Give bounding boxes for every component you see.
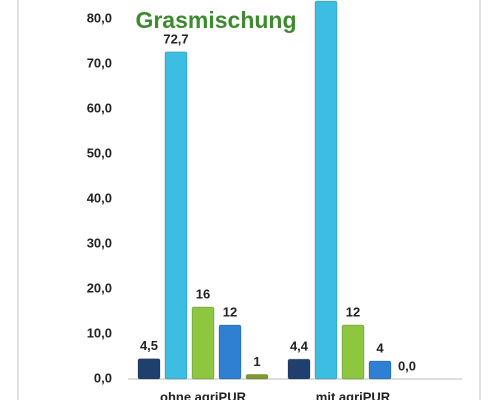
bar (287, 358, 311, 380)
y-tick-label: 80,0 (87, 10, 112, 25)
data-label: 4 (376, 340, 384, 355)
bar (341, 324, 365, 380)
data-label: 72,7 (163, 31, 188, 46)
data-label: 0,0 (398, 358, 416, 373)
frame (17, 0, 481, 400)
bar (368, 360, 392, 380)
data-label: 4,5 (140, 338, 158, 353)
bar (137, 358, 161, 380)
data-label: 1 (253, 354, 260, 369)
y-tick-label: 50,0 (87, 145, 112, 160)
x-tick-label: ohne agriPUR (160, 389, 247, 400)
bar (218, 324, 242, 380)
y-tick-label: 30,0 (87, 235, 112, 250)
y-tick-label: 20,0 (87, 280, 112, 295)
chart-title: Grasmischung (135, 7, 296, 33)
y-tick-label: 70,0 (87, 55, 112, 70)
y-tick-label: 60,0 (87, 100, 112, 115)
y-tick-label: 0,0 (94, 370, 112, 385)
data-label: 12 (346, 304, 360, 319)
data-label: 12 (223, 304, 237, 319)
bar (191, 306, 215, 380)
x-tick-label: mit agriPUR (316, 389, 391, 400)
y-tick-label: 40,0 (87, 190, 112, 205)
y-tick-label: 10,0 (87, 325, 112, 340)
bar (164, 51, 188, 380)
data-label: 4,4 (290, 339, 309, 354)
bar (314, 0, 338, 380)
bar (245, 374, 269, 380)
data-label: 16 (196, 286, 210, 301)
